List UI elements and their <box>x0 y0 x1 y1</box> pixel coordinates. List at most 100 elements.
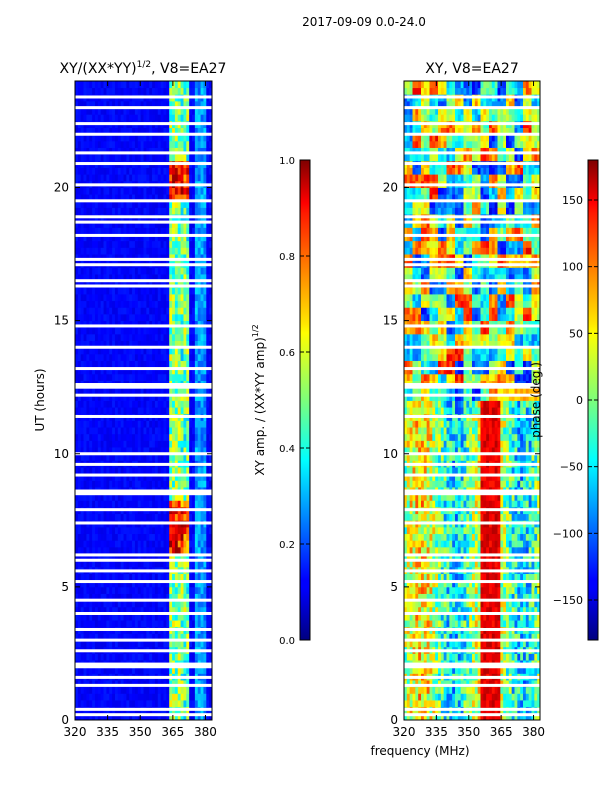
amplitude-cell <box>132 420 135 427</box>
amplitude-cell <box>84 514 87 521</box>
phase-cell <box>469 693 472 700</box>
amplitude-cell <box>155 374 158 381</box>
amplitude-cell <box>89 188 92 195</box>
amplitude-cell <box>126 374 129 381</box>
amplitude-cell <box>89 527 92 534</box>
amplitude-cell <box>189 267 192 274</box>
amplitude-cell <box>118 361 121 368</box>
amplitude-cell <box>163 500 166 507</box>
amplitude-cell <box>124 540 127 547</box>
amplitude-cell <box>135 620 138 627</box>
amplitude-cell <box>126 81 129 88</box>
amplitude-cell <box>81 527 84 534</box>
amplitude-cell <box>192 587 195 594</box>
amplitude-cell <box>95 247 98 254</box>
phase-cell <box>498 693 501 700</box>
amplitude-cell <box>178 301 181 308</box>
amplitude-cell <box>181 653 184 660</box>
amplitude-cell <box>169 547 172 554</box>
amplitude-cell <box>144 514 147 521</box>
amplitude-cell <box>203 227 206 234</box>
amplitude-cell <box>189 241 192 248</box>
amplitude-cell <box>132 114 135 121</box>
amplitude-cell <box>84 687 87 694</box>
amplitude-cell <box>138 547 141 554</box>
amplitude-cell <box>124 420 127 427</box>
amplitude-cell <box>163 374 166 381</box>
amplitude-cell <box>109 188 112 195</box>
amplitude-cell <box>186 241 189 248</box>
phase-cell <box>472 687 475 694</box>
amplitude-cell <box>84 620 87 627</box>
amplitude-cell <box>201 354 204 361</box>
amplitude-cell <box>118 207 121 214</box>
amplitude-cell <box>175 207 178 214</box>
amplitude-cell <box>104 327 107 334</box>
amplitude-cell <box>146 327 149 334</box>
amplitude-cell <box>158 620 161 627</box>
amplitude-cell <box>115 620 118 627</box>
amplitude-cell <box>92 693 95 700</box>
amplitude-cell <box>81 574 84 581</box>
amplitude-cell <box>109 327 112 334</box>
amplitude-cell <box>183 227 186 234</box>
amplitude-cell <box>155 534 158 541</box>
amplitude-cell <box>86 527 89 534</box>
amplitude-cell <box>144 174 147 181</box>
amplitude-cell <box>195 407 198 414</box>
amplitude-cell <box>112 587 115 594</box>
phase-cell <box>515 693 518 700</box>
amplitude-cell <box>198 374 201 381</box>
amplitude-cell <box>195 534 198 541</box>
amplitude-cell <box>166 527 169 534</box>
amplitude-cell <box>152 287 155 294</box>
amplitude-cell <box>166 620 169 627</box>
amplitude-cell <box>112 407 115 414</box>
amplitude-cell <box>92 247 95 254</box>
amplitude-cell <box>89 574 92 581</box>
amplitude-cell <box>195 241 198 248</box>
amplitude-cell <box>181 314 184 321</box>
amplitude-cell <box>112 354 115 361</box>
amplitude-cell <box>129 207 132 214</box>
amplitude-cell <box>138 227 141 234</box>
amplitude-cell <box>192 434 195 441</box>
flagged-row <box>75 569 212 572</box>
amplitude-cell <box>181 420 184 427</box>
amplitude-cell <box>92 327 95 334</box>
amplitude-cell <box>175 81 178 88</box>
amplitude-cell <box>115 307 118 314</box>
amplitude-cell <box>138 427 141 434</box>
amplitude-cell <box>163 467 166 474</box>
amplitude-cell <box>163 534 166 541</box>
amplitude-cell <box>186 374 189 381</box>
amplitude-cell <box>201 327 204 334</box>
amplitude-cell <box>161 294 164 301</box>
phase-cell <box>435 687 438 694</box>
amplitude-cell <box>129 301 132 308</box>
amplitude-cell <box>183 241 186 248</box>
amplitude-cell <box>172 547 175 554</box>
phase-cell <box>509 693 512 700</box>
amplitude-x-tick-label: 365 <box>161 725 184 739</box>
amplitude-cell <box>89 241 92 248</box>
amplitude-cell <box>189 174 192 181</box>
amplitude-cell <box>152 440 155 447</box>
amplitude-cell <box>169 88 172 95</box>
amplitude-cell <box>201 401 204 408</box>
amplitude-cell <box>84 354 87 361</box>
amplitude-cell <box>198 227 201 234</box>
amplitude-cell <box>92 334 95 341</box>
amplitude-cell <box>78 207 81 214</box>
amplitude-cell <box>106 420 109 427</box>
amplitude-cell <box>189 301 192 308</box>
amplitude-cell <box>118 527 121 534</box>
phase-cell <box>492 693 495 700</box>
amplitude-cell <box>181 427 184 434</box>
amplitude-cell <box>198 168 201 175</box>
amplitude-cell <box>195 653 198 660</box>
amplitude-cell <box>144 700 147 707</box>
amplitude-cell <box>166 207 169 214</box>
amplitude-cell <box>201 434 204 441</box>
amplitude-cell <box>121 327 124 334</box>
